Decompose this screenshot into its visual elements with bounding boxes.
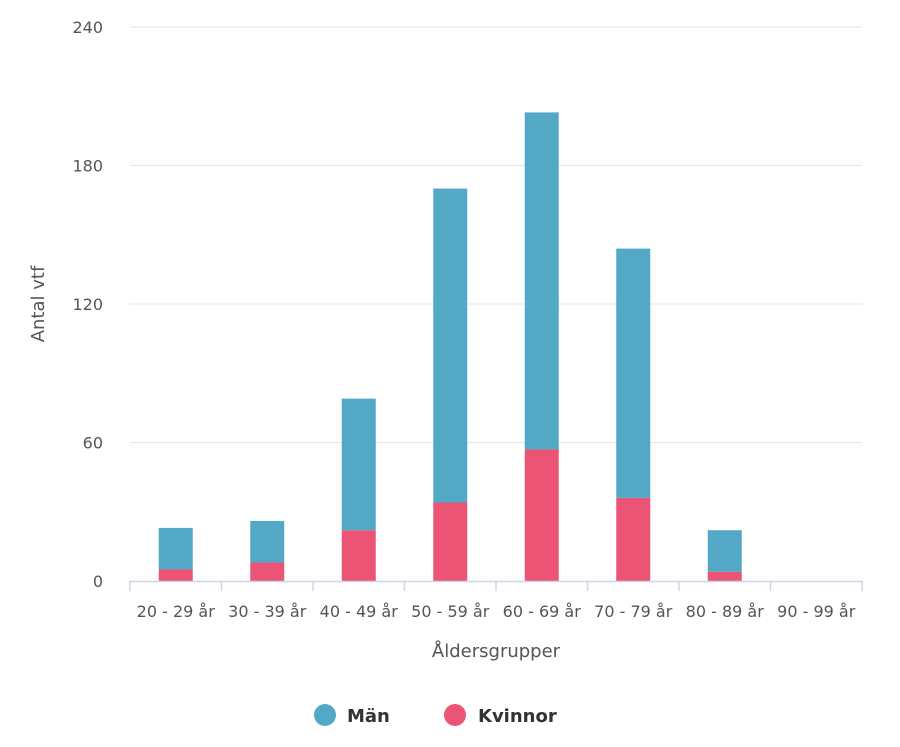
x-axis [129,580,863,591]
x-tick-label: 20 - 29 år [137,602,216,621]
x-tick-label: 80 - 89 år [686,602,765,621]
y-axis-ticks: 0 60 120 180 240 [72,18,103,591]
bar-kvinnor[interactable] [158,569,193,581]
bar-kvinnor[interactable] [250,562,285,581]
legend-label-kvinnor[interactable]: Kvinnor [478,706,557,727]
bar-män[interactable] [707,530,742,572]
bars [158,112,742,581]
bar-män[interactable] [158,527,193,570]
bar-män[interactable] [250,520,285,563]
gridlines [130,26,862,443]
bar-kvinnor[interactable] [433,502,468,581]
legend-marker-män[interactable] [314,704,336,726]
x-tick-label: 70 - 79 år [594,602,673,621]
bar-män[interactable] [616,248,651,498]
x-axis-title: Åldersgrupper [432,640,561,662]
y-tick-label: 120 [72,295,103,314]
x-tick-label: 30 - 39 år [228,602,307,621]
y-tick-label: 0 [93,572,103,591]
y-axis-title: Antal vtf [28,265,49,342]
legend: Män Kvinnor [314,704,557,727]
x-tick-label: 40 - 49 år [320,602,399,621]
legend-marker-kvinnor[interactable] [444,704,466,726]
legend-label-män[interactable]: Män [347,706,390,727]
bar-män[interactable] [433,188,468,503]
x-axis-ticks: 20 - 29 år 30 - 39 år 40 - 49 år 50 - 59 år… [137,602,856,621]
bar-män[interactable] [341,398,376,531]
x-tick-label: 90 - 99 år [777,602,856,621]
bar-kvinnor[interactable] [616,497,651,581]
x-tick-label: 60 - 69 år [503,602,582,621]
x-tick-label: 50 - 59 år [411,602,490,621]
bar-kvinnor[interactable] [341,530,376,581]
bar-kvinnor[interactable] [524,449,559,581]
y-tick-label: 180 [72,157,103,176]
y-tick-label: 60 [83,434,103,453]
bar-kvinnor[interactable] [707,571,742,581]
y-tick-label: 240 [72,18,103,37]
bar-män[interactable] [524,112,559,450]
